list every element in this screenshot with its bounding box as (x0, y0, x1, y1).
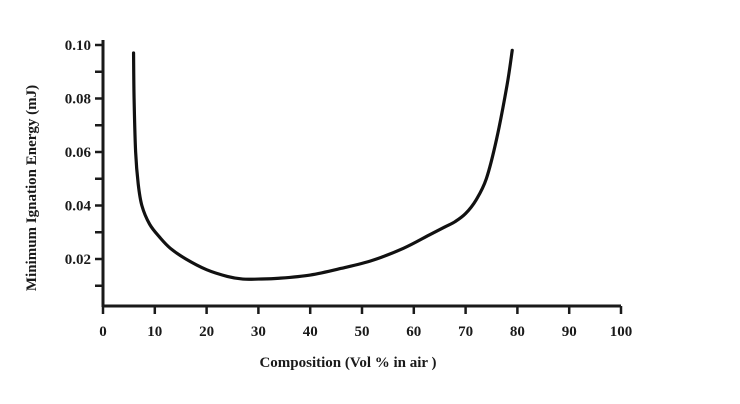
x-ticks (101, 306, 623, 314)
x-tick-label: 90 (562, 324, 577, 340)
y-tick-label: 0.08 (65, 92, 91, 108)
y-tick-labels: 0.10 0.08 0.06 0.04 0.02 (65, 38, 92, 268)
x-tick-label: 100 (610, 324, 633, 340)
series-group (131, 48, 514, 281)
x-tick-label: 80 (510, 324, 525, 340)
axes (101, 40, 621, 308)
y-tick-label: 0.06 (65, 145, 92, 161)
y-tick-label: 0.02 (65, 252, 91, 268)
y-tick-label: 0.10 (65, 38, 91, 54)
x-tick-label: 40 (303, 324, 318, 340)
y-tick-label: 0.04 (65, 199, 92, 215)
x-tick-label: 20 (199, 324, 214, 340)
x-tick-label: 50 (355, 324, 370, 340)
x-tick-label: 0 (99, 324, 107, 340)
y-ticks (95, 43, 103, 287)
series-line (131, 48, 514, 281)
x-tick-label: 70 (458, 324, 473, 340)
x-axis-title: Composition (Vol % in air ) (259, 355, 436, 371)
x-tick-label: 10 (147, 324, 162, 340)
x-tick-labels: 0 10 20 30 40 50 60 70 80 90 100 (99, 324, 632, 340)
y-axis-title: Minimum Ignation Energy (mJ) (24, 85, 40, 291)
x-tick-label: 30 (251, 324, 266, 340)
x-tick-label: 60 (406, 324, 421, 340)
